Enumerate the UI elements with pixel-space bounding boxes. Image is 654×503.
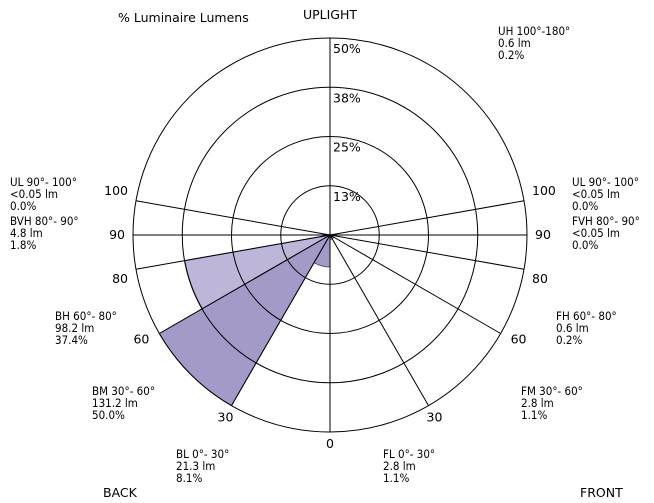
angle-tick-label: 90 [109, 227, 125, 242]
zone-range: BL 0°- 30° [176, 447, 229, 461]
spoke-80-front [329, 234, 525, 270]
zone-label-fl-front: FL 0°- 30°2.8 lm1.1% [383, 447, 435, 485]
zone-label-uh-up: UH 100°-180°0.6 lm0.2% [498, 24, 570, 62]
ring-label: 25% [333, 140, 361, 155]
zone-labels: BL 0°- 30°21.3 lm8.1% BM 30°- 60°131.2 lm… [10, 24, 640, 485]
angle-tick-label: 80 [112, 271, 128, 286]
zone-lumens: 98.2 lm [55, 321, 94, 335]
zone-lumens: 2.8 lm [383, 459, 416, 473]
angle-tick-label: 100 [532, 183, 556, 198]
zone-range: UL 90°- 100° [572, 175, 639, 189]
zone-range: FVH 80°- 90° [572, 214, 640, 228]
zone-label-ul-back: UL 90°- 100°<0.05 lm0.0% [10, 175, 77, 213]
zone-lumens: 131.2 lm [92, 396, 138, 410]
angle-tick-label: 90 [535, 227, 551, 242]
zone-percent: 1.1% [383, 471, 409, 485]
zone-label-bvh-back: BVH 80°- 90°4.8 lm1.8% [10, 214, 79, 252]
spoke-30-front [329, 234, 429, 406]
zone-range: BM 30°- 60° [92, 384, 155, 398]
zone-label-ul-front: UL 90°- 100°<0.05 lm0.0% [572, 175, 639, 213]
spoke-60-front [329, 234, 501, 334]
uplight-label: UPLIGHT [303, 7, 357, 22]
zone-percent: 0.0% [10, 199, 36, 213]
zone-label-fh-front: FH 60°- 80°0.6 lm0.2% [556, 309, 617, 347]
angle-tick-label: 100 [104, 183, 128, 198]
angle-tick-label: 30 [218, 410, 234, 425]
zone-range: UL 90°- 100° [10, 175, 77, 189]
angle-tick-label: 60 [133, 332, 149, 347]
zone-label-fvh-front: FVH 80°- 90°<0.05 lm0.0% [572, 214, 640, 252]
zone-percent: 8.1% [176, 471, 202, 485]
zone-percent: 0.2% [556, 333, 582, 347]
spoke-30-back [231, 234, 331, 406]
zone-lumens: <0.05 lm [572, 226, 620, 240]
back-label: BACK [103, 485, 138, 500]
front-label: FRONT [580, 485, 623, 500]
zone-lumens: 2.8 lm [521, 396, 554, 410]
zone-range: BH 60°- 80° [55, 309, 117, 323]
angle-tick-label: 30 [427, 410, 443, 425]
angle-tick-label: 60 [511, 332, 527, 347]
zone-percent: 50.0% [92, 408, 125, 422]
zone-lumens: 21.3 lm [176, 459, 215, 473]
zone-range: FM 30°- 60° [521, 384, 583, 398]
zone-lumens: <0.05 lm [10, 187, 58, 201]
zone-label-bl-back: BL 0°- 30°21.3 lm8.1% [176, 447, 229, 485]
angle-tick-label: 80 [532, 271, 548, 286]
ring-label: 13% [333, 189, 361, 204]
angle-tick-label: 0 [326, 436, 334, 451]
zone-percent: 37.4% [55, 333, 88, 347]
spoke-100-front [329, 200, 525, 236]
zone-percent: 0.0% [572, 238, 598, 252]
chart-title: % Luminaire Lumens [118, 10, 249, 25]
angle-tick-labels: 0 30 60 80 90 100 30 60 80 90 100 [104, 183, 556, 451]
spoke-80-back [135, 234, 331, 270]
zone-percent: 0.2% [498, 48, 524, 62]
zone-percent: 0.0% [572, 199, 598, 213]
spoke-60-back [159, 234, 331, 334]
zone-range: FH 60°- 80° [556, 309, 617, 323]
zone-lumens: <0.05 lm [572, 187, 620, 201]
zone-lumens: 0.6 lm [498, 36, 531, 50]
zone-percent: 1.8% [10, 238, 36, 252]
spoke-100-back [135, 200, 331, 236]
zone-lumens: 4.8 lm [10, 226, 43, 240]
ring-labels: 13% 25% 38% 50% [333, 41, 361, 204]
ring-label: 50% [333, 41, 361, 56]
zone-label-fm-front: FM 30°- 60°2.8 lm1.1% [521, 384, 583, 422]
polar-grid [132, 37, 528, 433]
ring-label: 38% [333, 90, 361, 105]
zone-percent: 1.1% [521, 408, 547, 422]
zone-range: BVH 80°- 90° [10, 214, 79, 228]
zone-range: FL 0°- 30° [383, 447, 435, 461]
zone-lumens: 0.6 lm [556, 321, 589, 335]
zone-range: UH 100°-180° [498, 24, 570, 38]
